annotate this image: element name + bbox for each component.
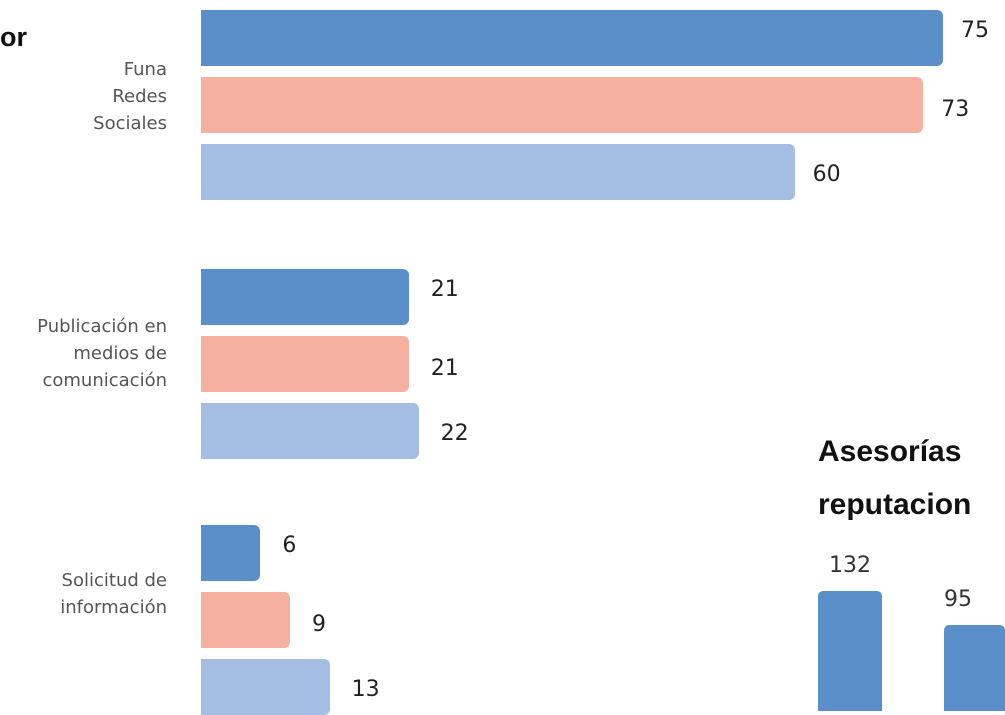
category-label-line: comunicación xyxy=(42,370,167,391)
category-label-line: Solicitud de xyxy=(61,570,167,591)
bar xyxy=(201,659,330,715)
bar xyxy=(201,269,409,325)
category-label-line: Funa xyxy=(123,59,167,80)
column-bar xyxy=(818,591,882,711)
bar-value-label: 22 xyxy=(440,421,469,446)
bar-value-label: 21 xyxy=(430,277,459,302)
category-label-line: Sociales xyxy=(93,113,167,134)
bar-value-label: 9 xyxy=(312,612,327,637)
bar xyxy=(201,10,943,66)
bar xyxy=(201,592,291,648)
category-label: Publicación en medios de comunicación xyxy=(37,313,167,394)
bar xyxy=(201,336,409,392)
category-label-line: Publicación en xyxy=(37,316,167,337)
bar xyxy=(201,144,795,200)
bar-value-label: 21 xyxy=(430,356,459,381)
page-heading-fragment: or xyxy=(0,22,27,52)
bar xyxy=(201,403,419,459)
category-label-line: Redes xyxy=(112,86,167,107)
bar-value-label: 6 xyxy=(282,533,297,558)
column-value-label: 95 xyxy=(944,586,972,612)
category-label: Funa Redes Sociales xyxy=(93,56,167,137)
category-label-line: medios de xyxy=(73,343,167,364)
bar-value-label: 13 xyxy=(351,677,380,702)
category-label: Solicitud de información xyxy=(60,567,167,621)
bar-value-label: 73 xyxy=(941,97,970,122)
bar-value-label: 75 xyxy=(961,18,989,43)
bar xyxy=(201,525,261,581)
column-value-label: 132 xyxy=(829,553,871,578)
column-bar xyxy=(944,624,1005,711)
chart-title-line-2: reputacion xyxy=(818,488,972,521)
category-label-line: información xyxy=(60,597,167,618)
bar-value-label: 60 xyxy=(812,162,841,187)
chart-title-line-1: Asesorías xyxy=(818,435,962,468)
bar xyxy=(201,77,924,133)
